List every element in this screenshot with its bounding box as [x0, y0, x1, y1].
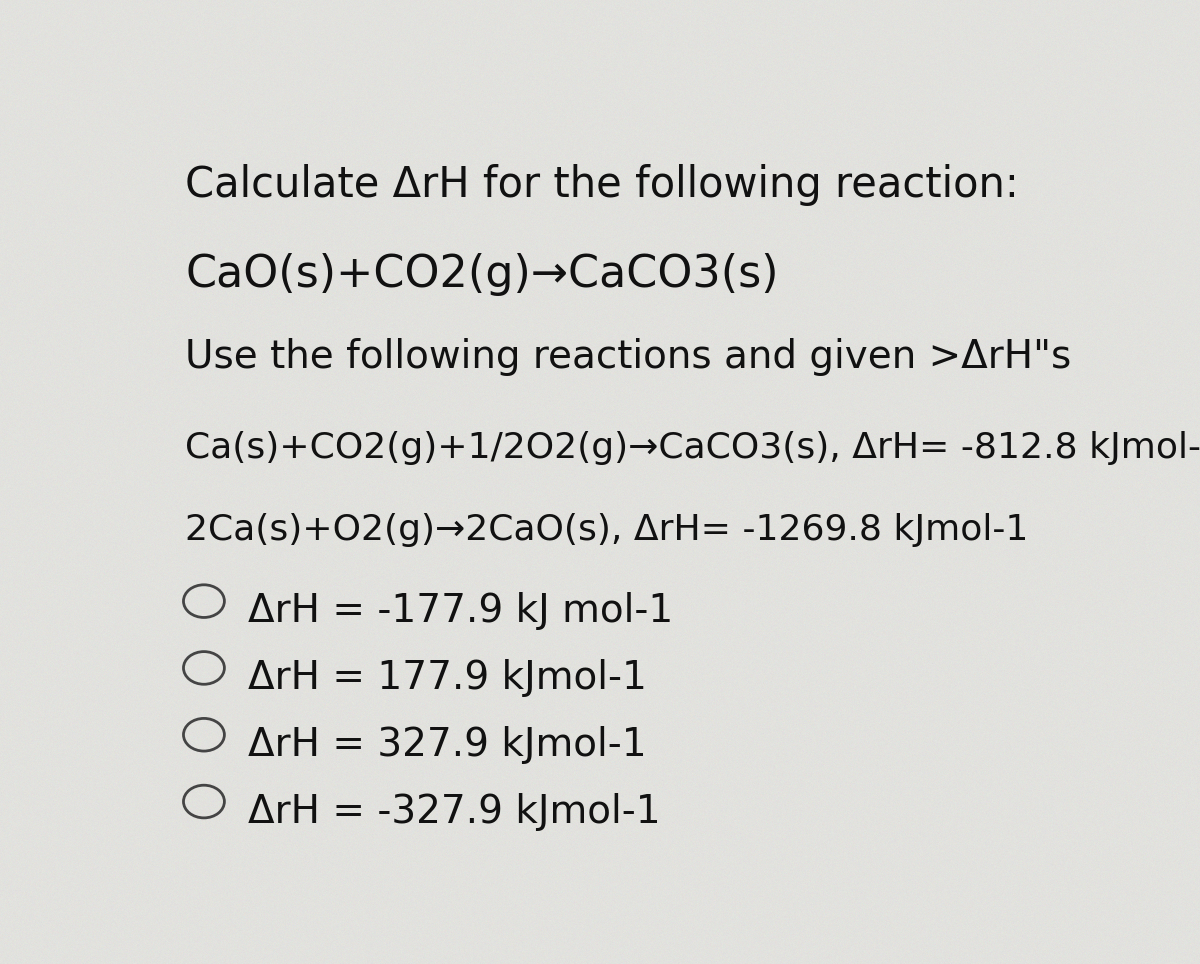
Text: 2Ca(s)+O2(g)→2CaO(s), ΔrH= -1269.8 kJmol-1: 2Ca(s)+O2(g)→2CaO(s), ΔrH= -1269.8 kJmol…	[185, 513, 1028, 547]
Text: Calculate ΔrH for the following reaction:: Calculate ΔrH for the following reaction…	[185, 164, 1019, 206]
Text: ΔrH = 327.9 kJmol-1: ΔrH = 327.9 kJmol-1	[247, 726, 647, 763]
Text: CaO(s)+CO2(g)→CaCO3(s): CaO(s)+CO2(g)→CaCO3(s)	[185, 253, 779, 296]
Text: ΔrH = -177.9 kJ mol-1: ΔrH = -177.9 kJ mol-1	[247, 592, 673, 630]
Text: Use the following reactions and given >ΔrH"s: Use the following reactions and given >Δ…	[185, 338, 1072, 376]
Text: ΔrH = 177.9 kJmol-1: ΔrH = 177.9 kJmol-1	[247, 659, 647, 697]
Text: ΔrH = -327.9 kJmol-1: ΔrH = -327.9 kJmol-1	[247, 792, 660, 831]
Text: Ca(s)+CO2(g)+1/2O2(g)→CaCO3(s), ΔrH= -812.8 kJmol-1: Ca(s)+CO2(g)+1/2O2(g)→CaCO3(s), ΔrH= -81…	[185, 431, 1200, 466]
